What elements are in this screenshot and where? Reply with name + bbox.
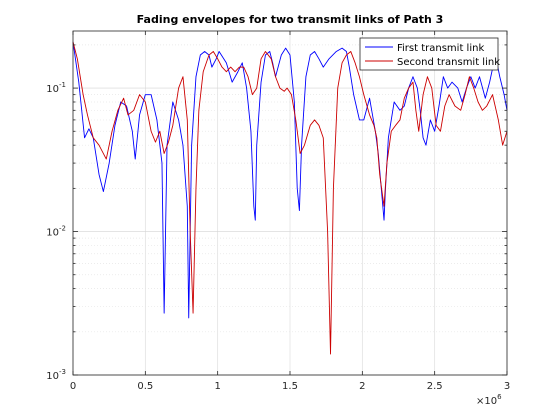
- y-tick-labels: 10-3 10-2 10-1: [46, 81, 66, 382]
- ticks: [72, 31, 508, 376]
- plot-area: [72, 30, 508, 376]
- series-line-second-transmit-link: [72, 41, 508, 355]
- x-multiplier-exponent: 6: [497, 393, 502, 401]
- x-tick-label: 2.5: [427, 381, 443, 392]
- series-layer: [72, 41, 508, 355]
- x-tick-label: 3: [504, 381, 510, 392]
- chart-title: Fading envelopes for two transmit links …: [137, 13, 444, 26]
- x-tick-labels: 0 0.5 1 1.5 2 2.5 3: [70, 381, 510, 392]
- y-tick-label: 10-1: [46, 81, 66, 95]
- legend-box: [359, 37, 499, 71]
- x-axis-multiplier: ×106: [476, 393, 502, 407]
- legend-label-second-transmit-link: Second transmit link: [397, 57, 500, 68]
- legend: First transmit link Second transmit link: [359, 37, 500, 71]
- x-tick-label: 0.5: [137, 381, 153, 392]
- x-multiplier-base: ×10: [476, 396, 497, 407]
- y-tick-label: 10-3: [46, 368, 66, 382]
- x-tick-label: 1: [214, 381, 220, 392]
- x-tick-label: 0: [70, 381, 76, 392]
- legend-label-first-transmit-link: First transmit link: [397, 43, 484, 54]
- y-tick-label: 10-2: [46, 225, 66, 239]
- series-line-first-transmit-link: [72, 41, 508, 319]
- x-tick-label: 2: [359, 381, 365, 392]
- x-tick-label: 1.5: [282, 381, 298, 392]
